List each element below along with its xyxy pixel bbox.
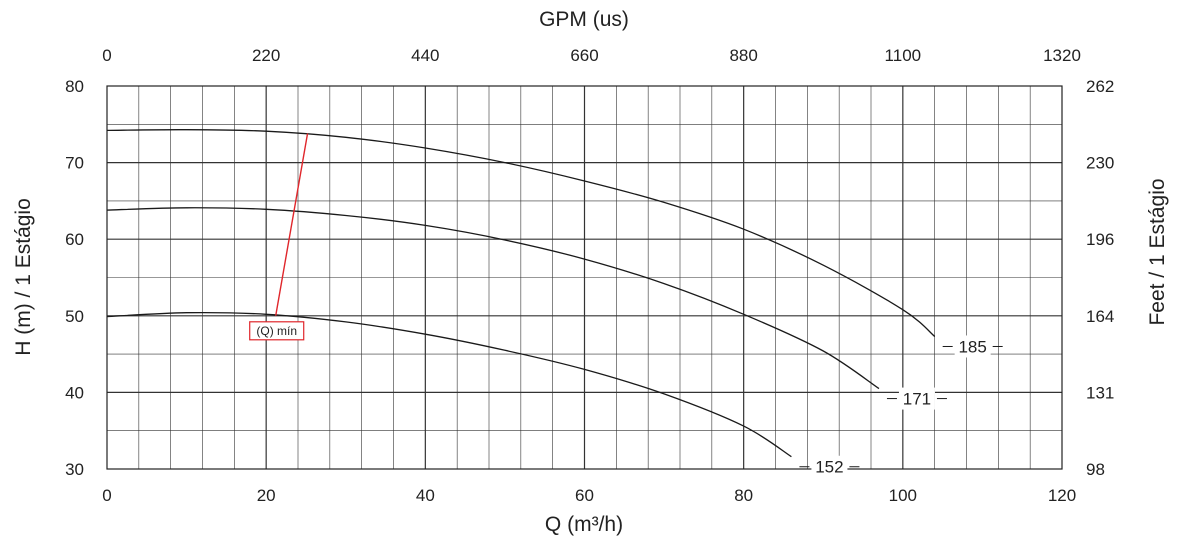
- y-tick-label: 40: [65, 383, 84, 402]
- y-tick-label: 60: [65, 230, 84, 249]
- y-tick-label: 50: [65, 307, 84, 326]
- tick-labels: 0 20 40 60 80 100 120 0 220 440 660 880 1100 1320 30 40…: [65, 46, 1114, 505]
- x-axis-title: Q (m³/h): [545, 513, 623, 536]
- plot-frame: [106, 85, 1063, 470]
- x-tick-label: 20: [257, 486, 276, 505]
- y2-tick-label: 131: [1086, 383, 1114, 402]
- y-tick-label: 70: [65, 154, 84, 173]
- x-tick-label: 0: [102, 486, 111, 505]
- x-tick-label: 100: [889, 486, 917, 505]
- curve-label-185: 185: [958, 337, 986, 356]
- x-tick-label: 80: [734, 486, 753, 505]
- x-tick-label: 120: [1048, 486, 1076, 505]
- x-tick-label: 60: [575, 486, 594, 505]
- chart-grid: [107, 86, 1062, 469]
- x2-tick-label: 1320: [1043, 46, 1081, 65]
- y2-tick-label: 98: [1086, 460, 1105, 479]
- y-tick-label: 30: [65, 460, 84, 479]
- curve-185: [106, 129, 936, 337]
- x2-tick-label: 220: [252, 46, 280, 65]
- qmin-box: [249, 321, 305, 341]
- y2-tick-label: 196: [1086, 230, 1114, 249]
- curve-152: [106, 311, 792, 458]
- y2-tick-label: 230: [1086, 154, 1114, 173]
- curve-171: [106, 207, 880, 390]
- x2-tick-label: 0: [102, 46, 111, 65]
- y-axis-title: H (m) / 1 Estágio: [12, 198, 35, 356]
- curve-label-171: 171: [903, 390, 931, 409]
- x2-tick-label: 880: [729, 46, 757, 65]
- curve-label-bg: [954, 335, 991, 358]
- y2-tick-label: 164: [1086, 307, 1114, 326]
- curve-labels: 185 171 152: [799, 335, 1003, 478]
- x2-tick-label: 1100: [885, 46, 922, 65]
- y2-axis-title: Feet / 1 Estágio: [1146, 178, 1169, 325]
- qmin-label: (Q) mín: [256, 324, 297, 338]
- qmin-line-group: (Q) mín: [249, 133, 309, 341]
- curve-label-152: 152: [815, 458, 843, 477]
- performance-curves: [106, 129, 936, 458]
- x2-tick-label: 660: [570, 46, 598, 65]
- x-tick-label: 40: [416, 486, 435, 505]
- qmin-line: [275, 133, 309, 316]
- x2-tick-label: 440: [411, 46, 439, 65]
- x2-axis-title: GPM (us): [539, 8, 629, 31]
- y-tick-label: 80: [65, 77, 84, 96]
- curve-label-bg: [811, 455, 848, 478]
- y2-tick-label: 262: [1086, 77, 1114, 96]
- curve-label-bg: [898, 387, 935, 410]
